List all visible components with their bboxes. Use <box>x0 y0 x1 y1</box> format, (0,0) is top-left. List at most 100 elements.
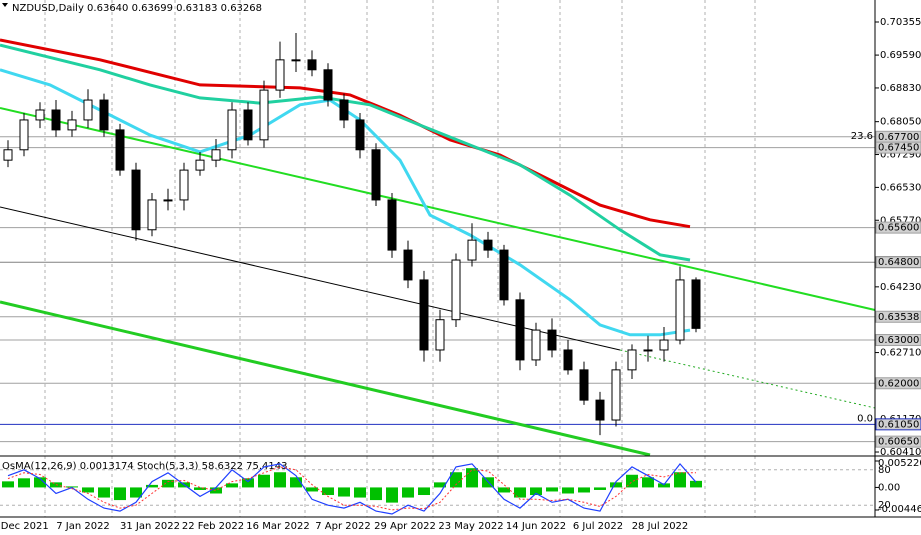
stoch-line <box>7 462 697 515</box>
candle-body <box>435 319 445 351</box>
candle-body <box>307 59 317 71</box>
candle-body <box>179 169 189 201</box>
fib-label: 0.0 <box>857 413 873 424</box>
osma-bar <box>610 482 622 488</box>
candle-body <box>643 349 653 352</box>
candle-body <box>611 369 621 421</box>
x-tick-label: 14 Jun 2022 <box>506 521 566 532</box>
x-tick-label: 23 May 2022 <box>438 521 503 532</box>
osma-bar <box>434 482 446 488</box>
y-tick-label: 0.65770 <box>880 215 921 226</box>
candle-body <box>243 109 253 141</box>
y-tick-label: 0.68050 <box>880 117 921 128</box>
osma-bar <box>162 479 174 488</box>
moving-average <box>0 68 691 337</box>
x-tick-label: 7 Apr 2022 <box>315 521 370 532</box>
stoch-tick-label: 80 <box>878 465 891 476</box>
candle-body <box>291 59 301 62</box>
x-tick-label: 28 Jul 2022 <box>632 521 689 532</box>
candle-body <box>259 89 269 141</box>
fib-label: 23.6 <box>851 131 873 142</box>
osma-bar <box>690 480 702 488</box>
candle-body <box>99 99 109 131</box>
level-box <box>875 310 921 323</box>
trend-line <box>0 107 876 311</box>
osma-bar <box>562 487 574 494</box>
candle-body <box>355 119 365 151</box>
candle-body <box>3 149 13 161</box>
candle-body <box>483 239 493 251</box>
x-tick-label: 31 Jan 2022 <box>120 521 180 532</box>
level-box <box>875 334 921 347</box>
level-box <box>875 418 921 431</box>
candle-body <box>211 149 221 161</box>
candle-body <box>499 249 509 301</box>
osma-bar <box>258 474 270 488</box>
x-tick-label: 29 Apr 2022 <box>374 521 436 532</box>
osma-bar <box>146 484 158 488</box>
candle-body <box>227 109 237 151</box>
candle-body <box>51 109 61 131</box>
level-label: 0.61050 <box>878 419 919 430</box>
osc-tick-label: -0.00446 <box>878 504 921 515</box>
candle-body <box>659 339 669 351</box>
osma-bar <box>450 472 462 488</box>
candle-body <box>19 119 29 151</box>
candle-body <box>675 279 685 341</box>
level-label: 0.67700 <box>878 132 919 143</box>
osma-bar <box>226 483 238 488</box>
x-tick-label: 6 Jul 2022 <box>573 521 623 532</box>
candle-body <box>131 169 141 231</box>
candle-body <box>115 129 125 171</box>
osma-bar <box>466 468 478 488</box>
osma-bar <box>498 487 510 493</box>
candle-body <box>595 399 605 421</box>
osma-bar <box>322 487 334 496</box>
osma-bar <box>82 487 94 493</box>
osma-bar <box>2 481 14 488</box>
x-tick-label: 7 Jan 2022 <box>56 521 110 532</box>
level-box <box>875 221 921 234</box>
osma-bar <box>530 487 542 496</box>
osma-bar <box>338 487 350 497</box>
x-tick-label: 6 Dec 2021 <box>0 521 49 532</box>
y-tick-label: 0.62710 <box>880 348 921 359</box>
menu-icon <box>2 3 8 7</box>
candle-body <box>323 69 333 101</box>
plot <box>0 33 701 436</box>
candle-body <box>339 99 349 121</box>
y-tick-label: 0.68830 <box>880 83 921 94</box>
candle-body <box>371 149 381 201</box>
candle-body <box>515 299 525 361</box>
y-tick-label: 0.67290 <box>880 150 921 161</box>
candle-body <box>35 109 45 121</box>
level-label: 0.60650 <box>878 437 919 448</box>
candle-body <box>563 349 573 371</box>
chart-title: NZDUSD,Daily 0.63640 0.63699 0.63183 0.6… <box>12 3 262 14</box>
osma-bar <box>18 478 30 488</box>
level-box <box>875 256 921 269</box>
osma-bar <box>210 487 222 494</box>
candle-body <box>547 329 557 351</box>
trend-line <box>619 349 876 409</box>
oscillator-title: OsMA(12,26,9) 0.0013174 Stoch(5,3,3) 58.… <box>2 461 288 472</box>
candle-body <box>195 159 205 171</box>
y-tick-label: 0.66530 <box>880 182 921 193</box>
level-box <box>875 377 921 390</box>
osma-bar <box>194 487 206 490</box>
osma-bar <box>354 487 366 498</box>
candle-body <box>83 99 93 121</box>
osma-bar <box>626 474 638 488</box>
osma-bar <box>130 487 142 498</box>
y-tick-label: 0.69590 <box>880 50 921 61</box>
level-label: 0.67450 <box>878 143 919 154</box>
level-box <box>875 141 921 154</box>
osma-bar <box>594 487 606 490</box>
level-label: 0.65600 <box>878 223 919 234</box>
level-label: 0.62000 <box>878 378 919 389</box>
osma-bar <box>418 487 430 496</box>
level-label: 0.64800 <box>878 257 919 268</box>
osma-bar <box>642 477 654 488</box>
level-label: 0.63538 <box>878 312 919 323</box>
candle-body <box>531 329 541 361</box>
